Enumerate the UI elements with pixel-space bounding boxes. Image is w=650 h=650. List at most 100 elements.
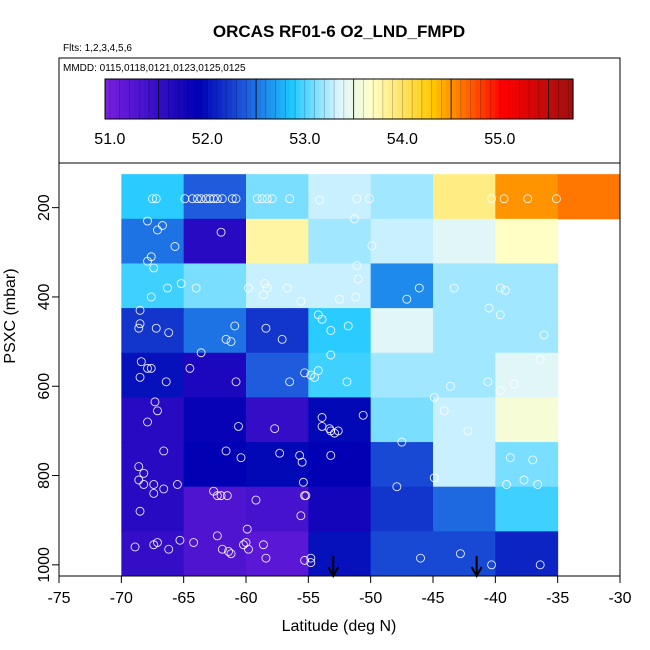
sample-point bbox=[285, 377, 295, 387]
sample-point bbox=[185, 363, 195, 373]
colorbar-tick-label: 55.0 bbox=[484, 131, 515, 148]
sample-point bbox=[172, 480, 182, 489]
sample-point bbox=[244, 544, 253, 554]
colorbar-segment bbox=[387, 79, 394, 119]
sample-point bbox=[267, 194, 277, 204]
flights-subtitle: Flts: 1,2,3,4,5,6 bbox=[63, 43, 132, 54]
sample-point bbox=[282, 283, 292, 293]
sample-point bbox=[217, 544, 227, 554]
sample-point bbox=[301, 491, 311, 501]
colorbar-segment bbox=[139, 79, 145, 119]
x-tick-label: -70 bbox=[110, 590, 133, 607]
colorbar-segment bbox=[251, 79, 257, 119]
sample-point bbox=[414, 283, 424, 293]
sample-point bbox=[350, 214, 359, 224]
sample-point bbox=[216, 227, 226, 237]
sample-point bbox=[333, 426, 343, 436]
sample-point bbox=[295, 450, 305, 460]
colorbar-segment bbox=[309, 79, 316, 119]
heatmap-cell bbox=[246, 352, 309, 398]
colorbar-segment bbox=[275, 79, 282, 119]
y-tick-label: 600 bbox=[36, 373, 53, 400]
colorbar-segment bbox=[358, 79, 364, 119]
sample-point bbox=[352, 261, 362, 271]
heatmap-cell bbox=[246, 397, 309, 443]
colorbar-segment bbox=[485, 79, 491, 119]
colorbar-segment bbox=[265, 79, 272, 119]
heatmap-cell bbox=[433, 174, 496, 220]
sample-point bbox=[364, 194, 374, 204]
x-tick-label: -40 bbox=[484, 590, 507, 607]
heatmap-cell bbox=[246, 531, 309, 576]
sample-point bbox=[221, 446, 231, 456]
colorbar-segment bbox=[382, 79, 389, 119]
sample-point bbox=[139, 468, 149, 478]
colorbar-segment bbox=[451, 79, 457, 119]
sample-point bbox=[317, 314, 327, 324]
colorbar-segment bbox=[183, 79, 189, 119]
sample-point bbox=[149, 480, 159, 489]
heatmap-cell bbox=[370, 397, 434, 443]
heatmap-cell bbox=[308, 531, 372, 576]
heatmap-cell bbox=[370, 308, 434, 354]
sample-point bbox=[227, 194, 237, 204]
colorbar-segment bbox=[168, 79, 174, 119]
y-axis-label: PSXC (mbar) bbox=[2, 268, 19, 363]
heatmap-cell bbox=[495, 218, 559, 264]
plot-frame bbox=[58, 162, 621, 577]
colorbar-segment bbox=[192, 79, 199, 119]
sample-point bbox=[222, 491, 232, 501]
heatmap-cell bbox=[183, 308, 247, 354]
colorbar-segment bbox=[353, 79, 360, 119]
colorbar-segment bbox=[553, 79, 559, 119]
y-tick-label: 400 bbox=[36, 284, 53, 311]
heatmap-cell bbox=[370, 486, 434, 532]
colorbar-segment bbox=[285, 79, 291, 119]
sample-point bbox=[176, 279, 186, 289]
heatmap-cell bbox=[121, 486, 185, 532]
colorbar-segment bbox=[153, 79, 160, 119]
colorbar-segment bbox=[529, 79, 535, 119]
colorbar-segment bbox=[304, 79, 311, 119]
sample-point bbox=[201, 194, 211, 204]
x-axis-label: Latitude (deg N) bbox=[282, 618, 397, 635]
sample-point bbox=[315, 195, 325, 205]
colorbar-segment bbox=[314, 79, 321, 119]
sample-point bbox=[135, 506, 145, 516]
heatmap-cell bbox=[308, 218, 372, 264]
colorbar-segment bbox=[490, 79, 496, 119]
sample-point bbox=[439, 406, 449, 416]
sample-point bbox=[483, 377, 493, 387]
sample-point bbox=[134, 475, 144, 485]
sample-point bbox=[416, 553, 425, 563]
sample-point bbox=[242, 524, 252, 534]
sample-point bbox=[251, 495, 261, 505]
heatmap-cell bbox=[246, 308, 309, 354]
heatmap-cell bbox=[370, 174, 434, 220]
heatmap-cell bbox=[183, 442, 247, 488]
sample-point bbox=[539, 330, 549, 340]
sample-point bbox=[151, 194, 161, 204]
heatmap-cells bbox=[121, 174, 620, 576]
heatmap-cell bbox=[433, 442, 496, 488]
heatmap-cell bbox=[433, 263, 496, 309]
sample-point bbox=[275, 448, 285, 458]
sample-point bbox=[262, 283, 272, 293]
heatmap-cell bbox=[246, 174, 309, 220]
sample-point bbox=[209, 194, 219, 204]
sample-point bbox=[164, 544, 174, 554]
sample-point bbox=[180, 194, 190, 204]
colorbar-segment bbox=[348, 79, 355, 119]
sample-point bbox=[487, 194, 497, 204]
heatmap-cell bbox=[433, 218, 496, 264]
heatmap-cell bbox=[495, 397, 559, 443]
sample-point bbox=[313, 366, 323, 376]
sample-point bbox=[153, 225, 162, 235]
sample-point bbox=[261, 553, 271, 563]
sample-point bbox=[326, 450, 336, 460]
sample-point bbox=[170, 242, 180, 251]
sample-point bbox=[502, 480, 512, 489]
sample-point bbox=[509, 379, 519, 389]
sample-point bbox=[148, 194, 157, 204]
